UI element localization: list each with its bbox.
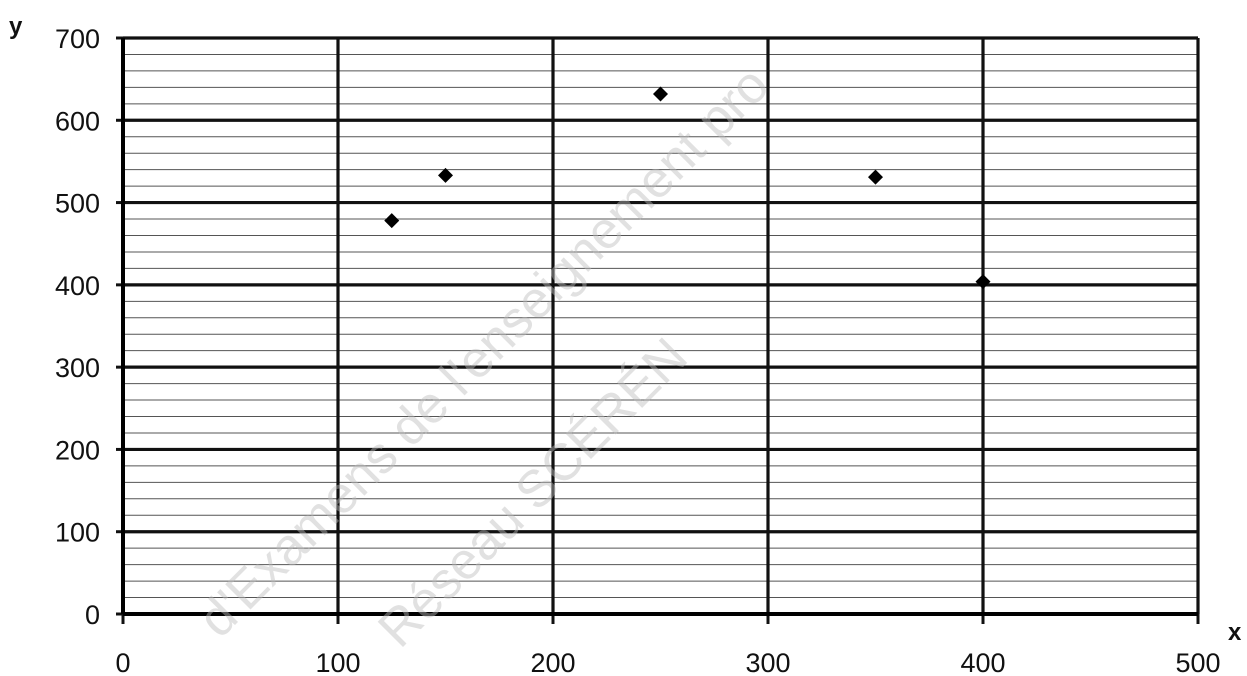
x-tick-label: 100 [315,648,360,676]
data-point [868,169,883,185]
x-axis-label: x [1228,619,1242,646]
data-points [384,86,991,290]
minor-gridlines [123,53,1198,599]
data-point [653,86,668,102]
y-tick-label: 200 [55,435,100,465]
y-tick-label: 600 [55,106,100,136]
data-point [438,167,453,183]
y-tick-label: 500 [55,189,100,219]
x-tick-labels: 0 100 200 300 400 500 [115,648,1220,676]
x-tick-label: 0 [115,648,130,676]
data-point [975,274,991,290]
y-tick-label: 700 [55,24,100,54]
x-tick-label: 300 [745,648,790,676]
y-axis-label: y [9,13,23,40]
axes [116,36,1200,624]
data-point [384,213,400,229]
x-tick-label: 200 [530,648,575,676]
y-tick-label: 0 [85,600,100,630]
y-tick-label: 300 [55,353,100,383]
y-tick-labels: 0 100 200 300 400 500 600 700 [55,24,100,630]
y-tick-label: 400 [55,271,100,301]
x-tick-label: 500 [1175,648,1220,676]
y-tick-label: 100 [55,518,100,548]
watermark: d'Examens de l'enseignement pro Réseau S… [187,56,780,659]
x-tick-label: 400 [960,648,1005,676]
